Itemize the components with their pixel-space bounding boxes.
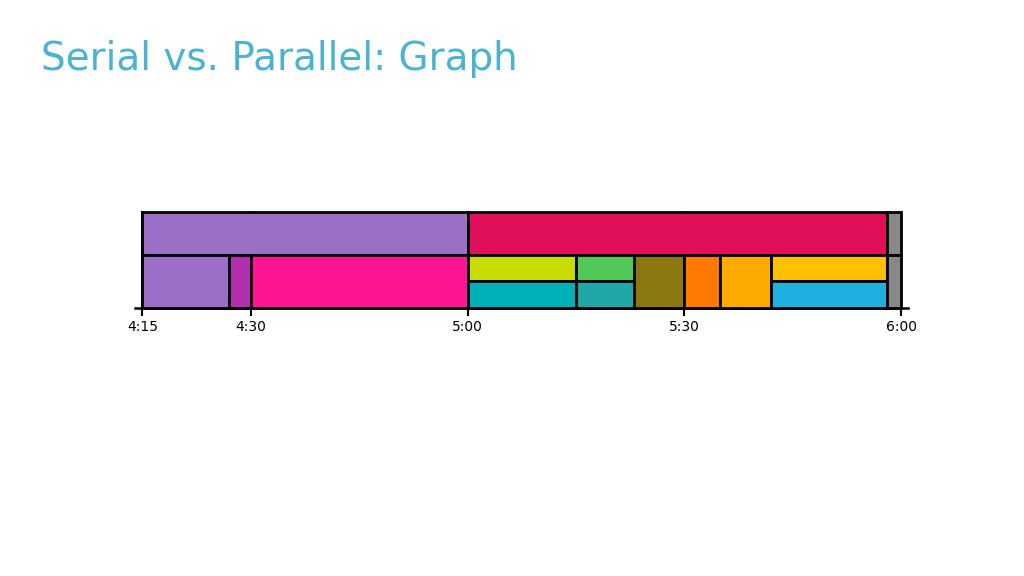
Bar [684,255,721,308]
Bar [634,255,684,308]
Bar [670,255,771,308]
Bar [887,212,901,255]
Text: Serial vs. Parallel: Graph: Serial vs. Parallel: Graph [41,40,517,78]
Bar [468,212,887,255]
Bar [468,255,575,282]
Bar [229,255,251,308]
Bar [575,282,670,308]
Bar [721,255,771,308]
Bar [142,255,229,308]
Bar [142,212,468,255]
Bar [887,255,901,308]
Bar [575,255,684,282]
Bar [771,255,887,282]
Bar [771,282,887,308]
Bar [251,255,468,308]
Bar [468,282,575,308]
